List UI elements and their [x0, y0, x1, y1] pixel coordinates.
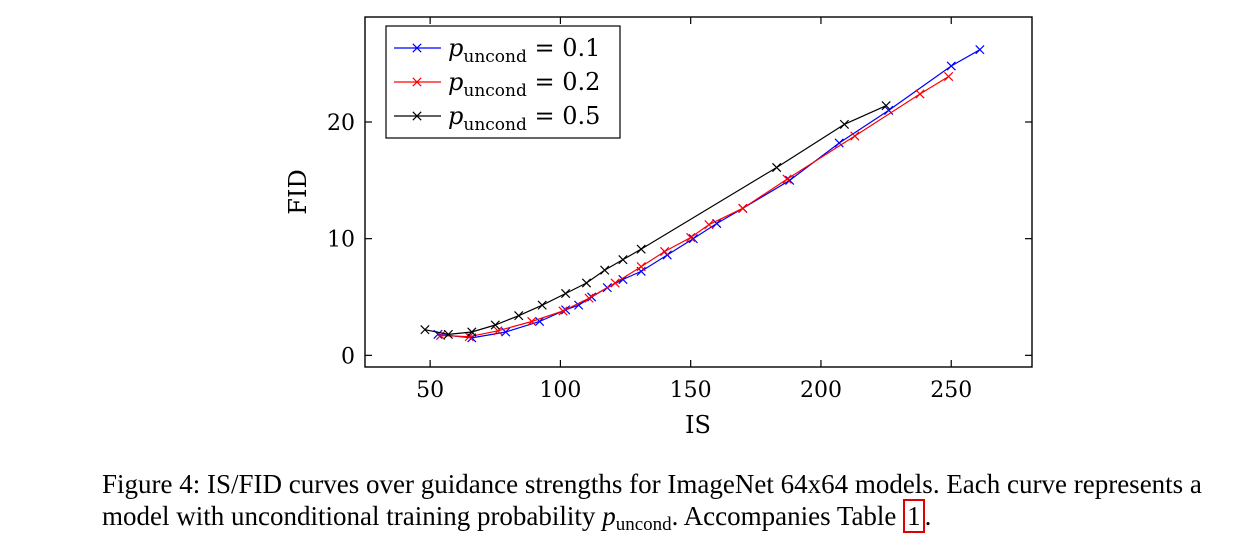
data-point-marker: [850, 131, 860, 141]
data-point-marker: [782, 174, 792, 184]
legend-marker: [412, 43, 422, 53]
data-point-marker: [514, 311, 524, 321]
data-point-marker: [464, 332, 474, 342]
data-point-marker: [686, 232, 696, 243]
data-point-marker: [884, 105, 894, 115]
data-point-marker: [467, 327, 477, 337]
data-point-marker: [785, 175, 795, 185]
data-point-marker: [834, 138, 844, 148]
data-point-marker: [420, 325, 430, 335]
x-tick-label: 250: [930, 378, 972, 403]
legend-entry-3: puncond = 0.5: [394, 102, 600, 135]
data-point-marker: [537, 300, 547, 310]
x-tick-label: 200: [800, 378, 842, 403]
data-point-marker: [975, 45, 985, 55]
y-tick-label: 10: [327, 228, 355, 253]
y-tick-label: 20: [327, 111, 355, 136]
caption-symbol: p: [602, 501, 616, 531]
legend-label: puncond = 0.2: [448, 68, 600, 101]
series-2: [435, 71, 954, 342]
x-tick-label: 50: [416, 378, 444, 403]
y-tick-label: 0: [341, 344, 355, 369]
x-axis-label: IS: [685, 411, 711, 439]
caption-text-3: .: [924, 501, 932, 531]
ticks: 50 100 150 200 250 0 10 20: [327, 17, 1032, 403]
legend-entry-2: puncond = 0.2: [394, 68, 600, 101]
data-point-marker: [618, 255, 628, 265]
data-point-marker: [493, 326, 503, 336]
legend-marker: [412, 77, 422, 87]
figure-caption: Figure 4: IS/FID curves over guidance st…: [102, 468, 1222, 541]
caption-subscript: uncond: [615, 514, 672, 535]
series-line: [424, 105, 887, 335]
series-layer: [420, 45, 985, 343]
data-point-marker: [688, 234, 698, 244]
data-point-marker: [944, 71, 954, 82]
data-point-marker: [600, 265, 610, 275]
data-point-marker: [660, 246, 670, 257]
data-point-marker: [558, 306, 568, 316]
data-point-marker: [881, 101, 891, 111]
data-point-marker: [712, 218, 722, 229]
data-point-marker: [738, 203, 748, 213]
data-point-marker: [527, 316, 537, 327]
data-point-marker: [610, 278, 620, 288]
x-tick-label: 100: [539, 378, 581, 403]
data-point-marker: [915, 89, 925, 99]
data-point-marker: [772, 162, 782, 173]
x-tick-label: 150: [670, 378, 712, 403]
data-point-marker: [584, 293, 594, 303]
series-3: [420, 101, 891, 339]
legend-label: puncond = 0.1: [448, 34, 600, 67]
data-point-marker: [636, 262, 646, 272]
data-point-marker: [704, 220, 714, 230]
data-point-marker: [839, 119, 850, 129]
caption-text-1: Figure 4: IS/FID curves over guidance st…: [102, 469, 1202, 531]
series-line: [440, 75, 949, 338]
caption-text-2: . Accompanies Table: [671, 501, 904, 531]
data-point-marker: [534, 316, 545, 327]
legend-entry-1: puncond = 0.1: [394, 34, 600, 67]
data-point-marker: [490, 320, 500, 330]
chart: 50 100 150 200 250 0 10 20 IS FID puncond = 0.1…: [284, 16, 1033, 439]
data-point-marker: [581, 278, 592, 288]
plot-frame: [364, 16, 1033, 368]
data-point-marker: [560, 288, 571, 299]
legend-label: puncond = 0.5: [448, 102, 600, 135]
data-point-marker: [443, 329, 453, 339]
table-reference-link[interactable]: 1: [903, 499, 925, 533]
data-point-marker: [636, 244, 646, 254]
legend-marker: [412, 111, 422, 121]
y-axis-label: FID: [284, 169, 312, 214]
data-point-marker: [946, 61, 956, 71]
